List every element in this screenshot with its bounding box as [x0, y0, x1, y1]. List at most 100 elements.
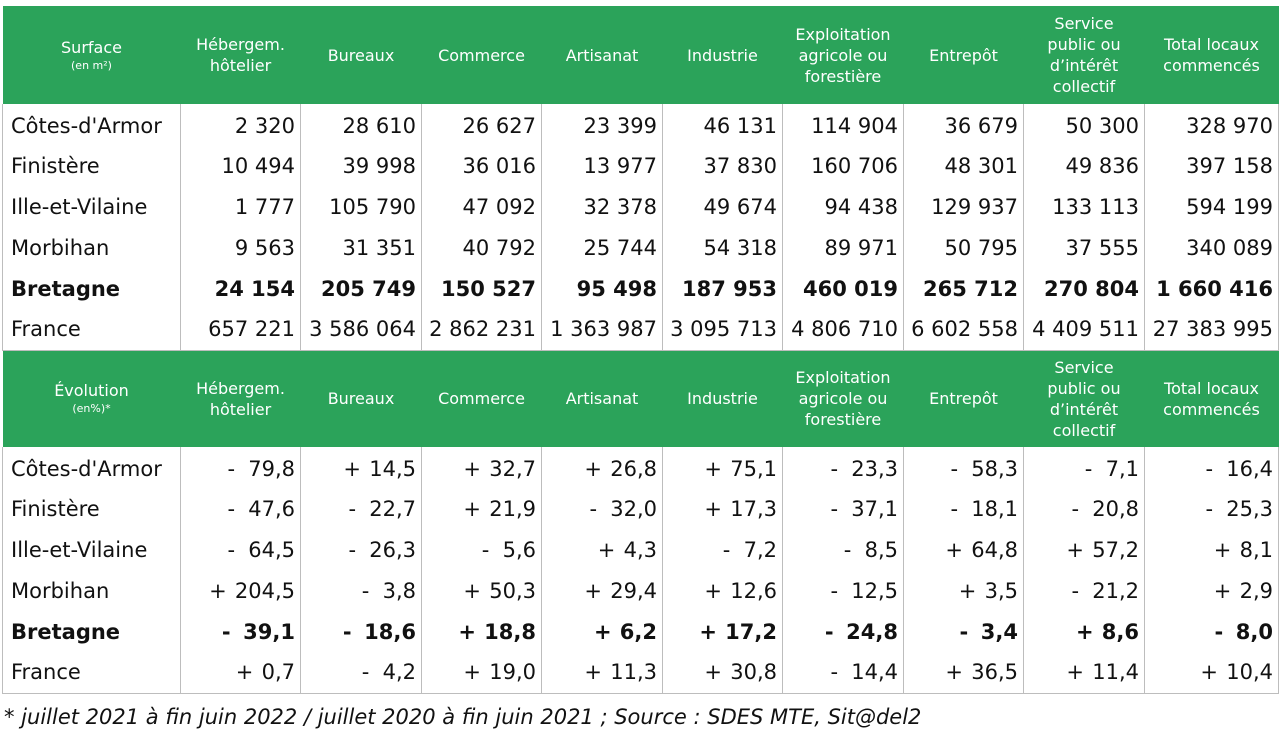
col-header-line: Bureaux [327, 389, 395, 409]
percent: 47,6 [248, 496, 295, 521]
evolution-value: -23,3 [788, 457, 898, 481]
evolution-value: +14,5 [306, 457, 416, 481]
surface-cell: 160 706 [782, 145, 904, 186]
surface-cell: 26 627 [421, 104, 542, 145]
sign: - [1071, 496, 1080, 521]
evolution-value: -37,1 [788, 497, 898, 521]
surface-cell: 50 300 [1023, 104, 1145, 145]
percent: 12,5 [851, 578, 898, 603]
evolution-cell: +19,0 [421, 652, 542, 694]
surface-cell: 3 586 064 [300, 309, 422, 351]
surface-cell: 49 836 [1023, 145, 1145, 186]
evolution-cell: -24,8 [782, 611, 904, 652]
evolution-value: -5,6 [427, 538, 536, 562]
evolution-cell: +0,7 [180, 652, 301, 694]
percent: 79,8 [248, 456, 295, 481]
sign: + [458, 619, 476, 644]
surface-cell: 37 555 [1023, 227, 1145, 268]
percent: 10,4 [1226, 660, 1273, 685]
percent: 18,1 [971, 496, 1018, 521]
sign: - [722, 537, 731, 562]
col-header-line: Service [1054, 357, 1114, 377]
surface-cell: 2 862 231 [421, 309, 542, 351]
evolution-value: +75,1 [668, 457, 777, 481]
evolution-value: -32,0 [547, 497, 657, 521]
sign: - [481, 537, 490, 562]
evolution-cell: +204,5 [180, 570, 301, 611]
sign: - [1071, 578, 1080, 603]
evolution-cell: -18,1 [903, 488, 1024, 529]
sign: - [1205, 456, 1214, 481]
col-header-line: agricole ou [798, 389, 888, 409]
surface-row-morbihan: Morbihan 9 563 31 351 40 792 25 744 54 318 89 … [2, 227, 1279, 268]
evolution-value: +17,2 [668, 620, 777, 644]
sign: - [589, 496, 598, 521]
evolution-value: +8,1 [1150, 538, 1273, 562]
percent: 8,6 [1101, 619, 1139, 644]
surface-row-cotes-d-armor: Côtes-d'Armor 2 320 28 610 26 627 23 399 46 1… [2, 104, 1279, 145]
sign: - [824, 619, 834, 644]
evolution-value: -14,4 [788, 660, 898, 684]
sign: + [463, 578, 482, 603]
evolution-cell: -7,1 [1023, 447, 1145, 488]
percent: 19,0 [489, 660, 536, 685]
evolution-col-header-exploitation-agricole-ou-forestiere: Exploitation agricole ou forestière [782, 350, 904, 447]
col-header-line: Hébergem. [196, 378, 285, 398]
evolution-cell: -22,7 [300, 488, 422, 529]
percent: 0,7 [261, 660, 295, 685]
sign: + [704, 456, 723, 481]
col-header-line: collectif [1052, 77, 1116, 96]
percent: 3,5 [984, 578, 1018, 603]
percent: 5,6 [502, 537, 536, 562]
percent: 2,9 [1239, 578, 1273, 603]
evolution-cell: +11,3 [541, 652, 663, 694]
percent: 8,0 [1235, 619, 1273, 644]
col-header-line: Total locaux [1164, 378, 1259, 398]
surface-cell: 129 937 [903, 186, 1024, 227]
surface-cell: 460 019 [782, 268, 904, 309]
surface-cell: 24 154 [180, 268, 301, 309]
col-header-line: agricole ou [798, 45, 888, 65]
col-header-line: forestière [804, 410, 882, 430]
evolution-cell: -26,3 [300, 529, 422, 570]
percent: 50,3 [489, 578, 536, 603]
surface-cell: 49 674 [662, 186, 783, 227]
surface-cell: 37 830 [662, 145, 783, 186]
surface-title: Surface [61, 37, 122, 57]
surface-cell: 23 399 [541, 104, 663, 145]
evolution-cell: -39,1 [180, 611, 301, 652]
evolution-value: +11,3 [547, 660, 657, 684]
row-label: Morbihan [2, 570, 181, 611]
evolution-value: +30,8 [668, 660, 777, 684]
surface-cell: 89 971 [782, 227, 904, 268]
surface-row-finistere: Finistère 10 494 39 998 36 016 13 977 37 830 1… [2, 145, 1279, 186]
percent: 14,5 [369, 456, 416, 481]
row-label: Finistère [2, 145, 181, 186]
surface-table-body: Côtes-d'Armor 2 320 28 610 26 627 23 399 46 1… [2, 104, 1279, 351]
sign: - [348, 496, 357, 521]
row-label: France [2, 652, 181, 694]
evolution-value: -8,5 [788, 538, 898, 562]
evolution-value: +10,4 [1150, 660, 1273, 684]
percent: 4,3 [623, 537, 657, 562]
evolution-cell: -20,8 [1023, 488, 1145, 529]
surface-cell: 114 904 [782, 104, 904, 145]
evolution-value: -25,3 [1150, 497, 1273, 521]
sign: + [584, 578, 603, 603]
construction-table-container: Surface (en m²) Hébergem. hôtelier Bureaux… [2, 6, 1279, 694]
row-label: Morbihan [2, 227, 181, 268]
percent: 32,0 [610, 496, 657, 521]
sign: + [945, 537, 964, 562]
evolution-header-row: Évolution (en%)* Hébergem. hôtelier Bureau… [2, 350, 1279, 447]
surface-cell: 105 790 [300, 186, 422, 227]
surface-col-header-exploitation-agricole-ou-forestiere: Exploitation agricole ou forestière [782, 6, 904, 104]
col-header-line: hôtelier [209, 56, 272, 75]
evolution-table-body: Côtes-d'Armor -79,8 +14,5 +32,7 +26,8 +75,1-2… [2, 447, 1279, 694]
sign: - [227, 496, 236, 521]
sign: + [593, 619, 612, 644]
col-header-line: Industrie [687, 389, 758, 409]
evolution-value: -24,8 [788, 620, 898, 644]
row-label: Bretagne [2, 611, 181, 652]
evolution-value: -12,5 [788, 579, 898, 603]
evolution-value: +12,6 [668, 579, 777, 603]
